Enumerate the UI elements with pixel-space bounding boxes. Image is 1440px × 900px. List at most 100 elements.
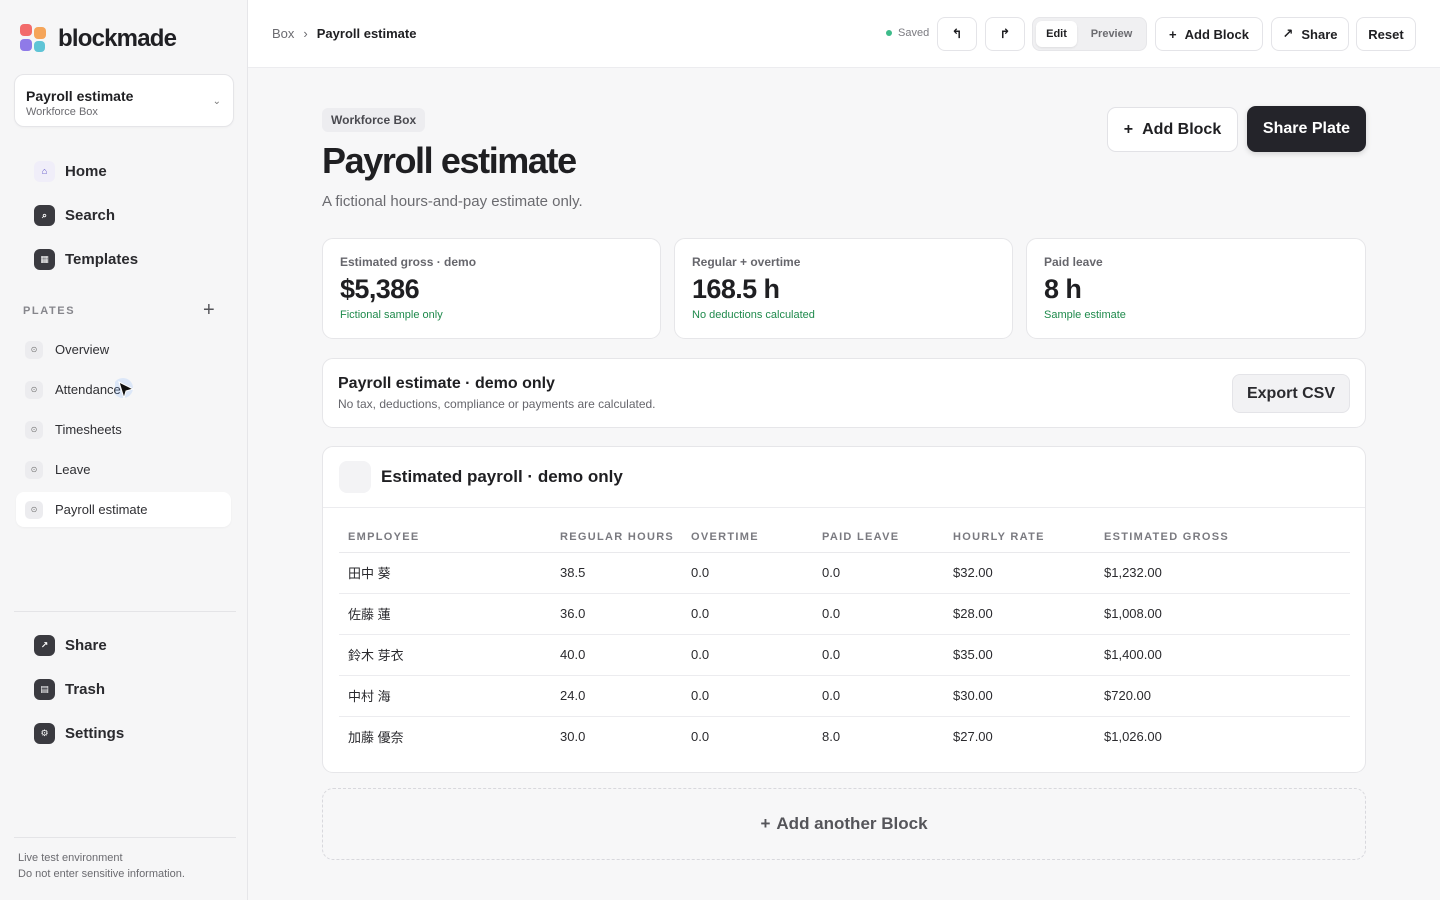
plate-selector-title: Payroll estimate: [26, 88, 134, 104]
stat-label: Paid leave: [1044, 255, 1103, 269]
nav-templates[interactable]: ▦ Templates: [22, 241, 224, 277]
nav-home-label: Home: [65, 162, 107, 180]
environment-warning-line: Do not enter sensitive information.: [18, 868, 185, 880]
column-header: EMPLOYEE: [339, 523, 551, 553]
plate-selector-subtitle: Workforce Box: [26, 106, 98, 118]
divider: [14, 611, 236, 612]
save-status: Saved: [886, 27, 929, 39]
templates-icon: ▦: [34, 248, 55, 270]
cell-estimated-gross: $1,008.00: [1095, 593, 1350, 635]
plate-item-attendance[interactable]: ⊙ Attendance: [16, 372, 231, 407]
plate-item-leave[interactable]: ⊙ Leave: [16, 452, 231, 487]
redo-icon: ↱: [999, 26, 1011, 41]
plate-selector[interactable]: Payroll estimate Workforce Box ⌄: [14, 74, 234, 127]
cell-hourly-rate: $30.00: [944, 675, 1095, 717]
cell-overtime: 0.0: [682, 552, 813, 594]
cell-hourly-rate: $35.00: [944, 634, 1095, 676]
plates-section-label: PLATES: [23, 305, 76, 317]
plate-icon: ⊙: [25, 420, 43, 439]
plate-item-label: Timesheets: [55, 422, 122, 437]
nav-search-label: Search: [65, 206, 116, 224]
add-another-block-label: Add another Block: [776, 814, 928, 833]
add-block-primary-button[interactable]: + Add Block: [1107, 107, 1238, 152]
cell-hourly-rate: $27.00: [953, 729, 993, 745]
plate-item-overview[interactable]: ⊙ Overview: [16, 332, 231, 367]
table-row[interactable]: 鈴木 芽衣 40.0 0.0 0.0 $35.00 $1,400.00: [339, 634, 1350, 676]
nav-home[interactable]: ⌂ Home: [22, 153, 224, 189]
share-plate-button[interactable]: Share Plate: [1247, 106, 1366, 152]
payroll-table: EMPLOYEE REGULAR HOURS OVERTIME PAID LEA…: [339, 523, 1350, 757]
undo-icon: ↰: [951, 26, 963, 41]
cell-estimated-gross: $1,232.00: [1095, 552, 1350, 594]
payroll-table-block: Estimated payroll · demo only EMPLOYEE R…: [322, 446, 1366, 773]
cell-estimated-gross: $1,400.00: [1095, 634, 1350, 676]
settings-icon: ⚙: [34, 722, 55, 744]
reset-button[interactable]: Reset: [1356, 17, 1416, 51]
stat-note: Fictional sample only: [340, 309, 443, 321]
table-header-row: EMPLOYEE REGULAR HOURS OVERTIME PAID LEA…: [339, 523, 1350, 553]
cell-overtime: 0.0: [682, 634, 813, 676]
block-icon: [339, 461, 371, 493]
add-plate-button[interactable]: +: [203, 299, 215, 321]
stat-card-leave: Paid leave 8 h Sample estimate: [1026, 238, 1366, 339]
table-row[interactable]: 中村 海 24.0 0.0 0.0 $30.00 $720.00: [339, 675, 1350, 717]
undo-button[interactable]: ↰: [937, 17, 977, 51]
cell-estimated-gross: $1,026.00: [1104, 729, 1162, 745]
plate-item-label: Attendance: [55, 382, 121, 397]
stat-label: Regular + overtime: [692, 255, 801, 269]
cell-regular-hours: 24.0: [551, 675, 682, 717]
add-block-button[interactable]: + Add Block: [1155, 17, 1263, 51]
table-block-header: Estimated payroll · demo only: [323, 447, 1365, 508]
plate-icon: ⊙: [25, 460, 43, 479]
breadcrumb-root[interactable]: Box: [272, 26, 295, 41]
nav-trash-label: Trash: [65, 680, 106, 698]
column-header: OVERTIME: [682, 523, 813, 553]
breadcrumb: Box › Payroll estimate: [272, 26, 416, 41]
plate-item-label: Overview: [55, 342, 110, 357]
cell-regular-hours: 40.0: [551, 634, 682, 676]
breadcrumb-current: Payroll estimate: [316, 26, 417, 41]
export-csv-button[interactable]: Export CSV: [1232, 374, 1350, 413]
column-header: HOURLY RATE: [944, 523, 1095, 553]
plus-icon: +: [760, 814, 771, 833]
cell-employee: 田中 葵: [339, 552, 551, 594]
cell-paid-leave: 0.0: [813, 634, 944, 676]
share-button[interactable]: ↗ Share: [1271, 17, 1349, 51]
table-row[interactable]: 佐藤 蓮 36.0 0.0 0.0 $28.00 $1,008.00: [339, 593, 1350, 635]
brand-name: blockmade: [58, 25, 177, 52]
redo-button[interactable]: ↱: [985, 17, 1025, 51]
nav-search[interactable]: ⌕ Search: [22, 197, 224, 233]
plate-item-payroll-estimate[interactable]: ⊙ Payroll estimate: [16, 492, 231, 527]
nav-trash[interactable]: ▤ Trash: [22, 671, 224, 707]
table-row[interactable]: 田中 葵 38.5 0.0 0.0 $32.00 $1,232.00: [339, 552, 1350, 594]
plate-icon: ⊙: [25, 500, 43, 519]
plate-item-timesheets[interactable]: ⊙ Timesheets: [16, 412, 231, 447]
column-header: REGULAR HOURS: [551, 523, 682, 553]
brand-logo[interactable]: blockmade: [20, 24, 177, 54]
trash-icon: ▤: [34, 678, 55, 700]
mode-edit[interactable]: Edit: [1036, 21, 1077, 47]
cell-hourly-rate: $28.00: [944, 593, 1095, 635]
environment-note: Live test environment Do not enter sensi…: [18, 850, 185, 882]
banner-title: Payroll estimate · demo only: [338, 375, 555, 392]
stat-note: Sample estimate: [1044, 309, 1126, 321]
add-another-block-button[interactable]: + Add another Block: [322, 788, 1366, 860]
stat-value: 168.5 h: [692, 274, 780, 304]
mode-preview[interactable]: Preview: [1090, 28, 1133, 40]
stat-label: Estimated gross · demo: [340, 255, 477, 269]
cell-regular-hours: 38.5: [551, 552, 682, 594]
table-block-title: Estimated payroll · demo only: [381, 467, 623, 486]
table-row[interactable]: 加藤 優奈 30.0 0.0 8.0 $27.00 $1,026.00: [339, 716, 1350, 757]
nav-share[interactable]: ↗ Share: [22, 627, 224, 663]
nav-settings[interactable]: ⚙ Settings: [22, 715, 224, 751]
topbar: Box › Payroll estimate Saved ↰ ↱ Edit Pr…: [248, 0, 1440, 68]
stat-card-gross: Estimated gross · demo $5,386 Fictional …: [322, 238, 661, 339]
banner-subtitle: No tax, deductions, compliance or paymen…: [338, 397, 656, 411]
nav-share-label: Share: [65, 636, 107, 654]
environment-note-line: Live test environment: [18, 852, 123, 864]
stat-value: 8 h: [1044, 274, 1082, 304]
cell-regular-hours: 36.0: [551, 593, 682, 635]
cell-employee: 佐藤 蓮: [339, 593, 551, 635]
disclaimer-banner: Payroll estimate · demo only No tax, ded…: [322, 358, 1366, 428]
save-status-label: Saved: [898, 27, 930, 39]
